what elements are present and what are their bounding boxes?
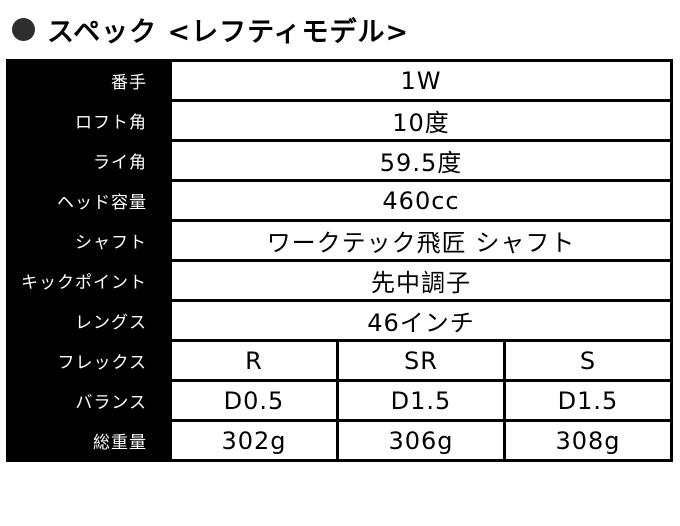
spec-label: レングス xyxy=(6,299,172,342)
table-row: ヘッド容量 460cc xyxy=(6,179,674,222)
spec-value: R xyxy=(169,339,339,382)
spec-table: 番手 1W ロフト角 10度 ライ角 59.5度 ヘッド容量 460cc シャフ… xyxy=(6,59,674,462)
table-row: シャフト ワークテック飛匠 シャフト xyxy=(6,219,674,262)
spec-label: 総重量 xyxy=(6,419,172,462)
spec-value: D1.5 xyxy=(502,379,674,422)
spec-value: S xyxy=(502,339,674,382)
spec-label: シャフト xyxy=(6,219,172,262)
spec-value: 先中調子 xyxy=(168,259,674,302)
spec-value: ワークテック飛匠 シャフト xyxy=(168,219,674,262)
spec-value: D1.5 xyxy=(336,379,506,422)
table-row: ロフト角 10度 xyxy=(6,99,674,142)
spec-value: 302g xyxy=(169,419,339,462)
table-row: レングス 46インチ xyxy=(6,299,674,342)
spec-value: 10度 xyxy=(168,99,674,142)
bullet-icon xyxy=(12,18,35,41)
table-row: 番手 1W xyxy=(6,59,674,102)
table-row: 総重量 302g 306g 308g xyxy=(6,419,674,462)
spec-value: 59.5度 xyxy=(168,139,674,182)
spec-value: 46インチ xyxy=(168,299,674,342)
spec-value: D0.5 xyxy=(169,379,339,422)
section-title: スペック <レフティモデル> xyxy=(6,8,674,59)
table-row: キックポイント 先中調子 xyxy=(6,259,674,302)
page-title: スペック <レフティモデル> xyxy=(47,17,410,48)
spec-value: SR xyxy=(336,339,506,382)
spec-value: 308g xyxy=(502,419,674,462)
spec-label: フレックス xyxy=(6,339,172,382)
spec-label: ライ角 xyxy=(6,139,172,182)
spec-label: ヘッド容量 xyxy=(6,179,172,222)
spec-label: バランス xyxy=(6,379,172,422)
table-row: バランス D0.5 D1.5 D1.5 xyxy=(6,379,674,422)
spec-value: 1W xyxy=(168,59,674,102)
table-row: ライ角 59.5度 xyxy=(6,139,674,182)
spec-value: 306g xyxy=(336,419,506,462)
spec-label: ロフト角 xyxy=(6,99,172,142)
spec-label: キックポイント xyxy=(6,259,172,302)
table-row: フレックス R SR S xyxy=(6,339,674,382)
spec-value: 460cc xyxy=(168,179,674,222)
spec-label: 番手 xyxy=(6,59,172,102)
